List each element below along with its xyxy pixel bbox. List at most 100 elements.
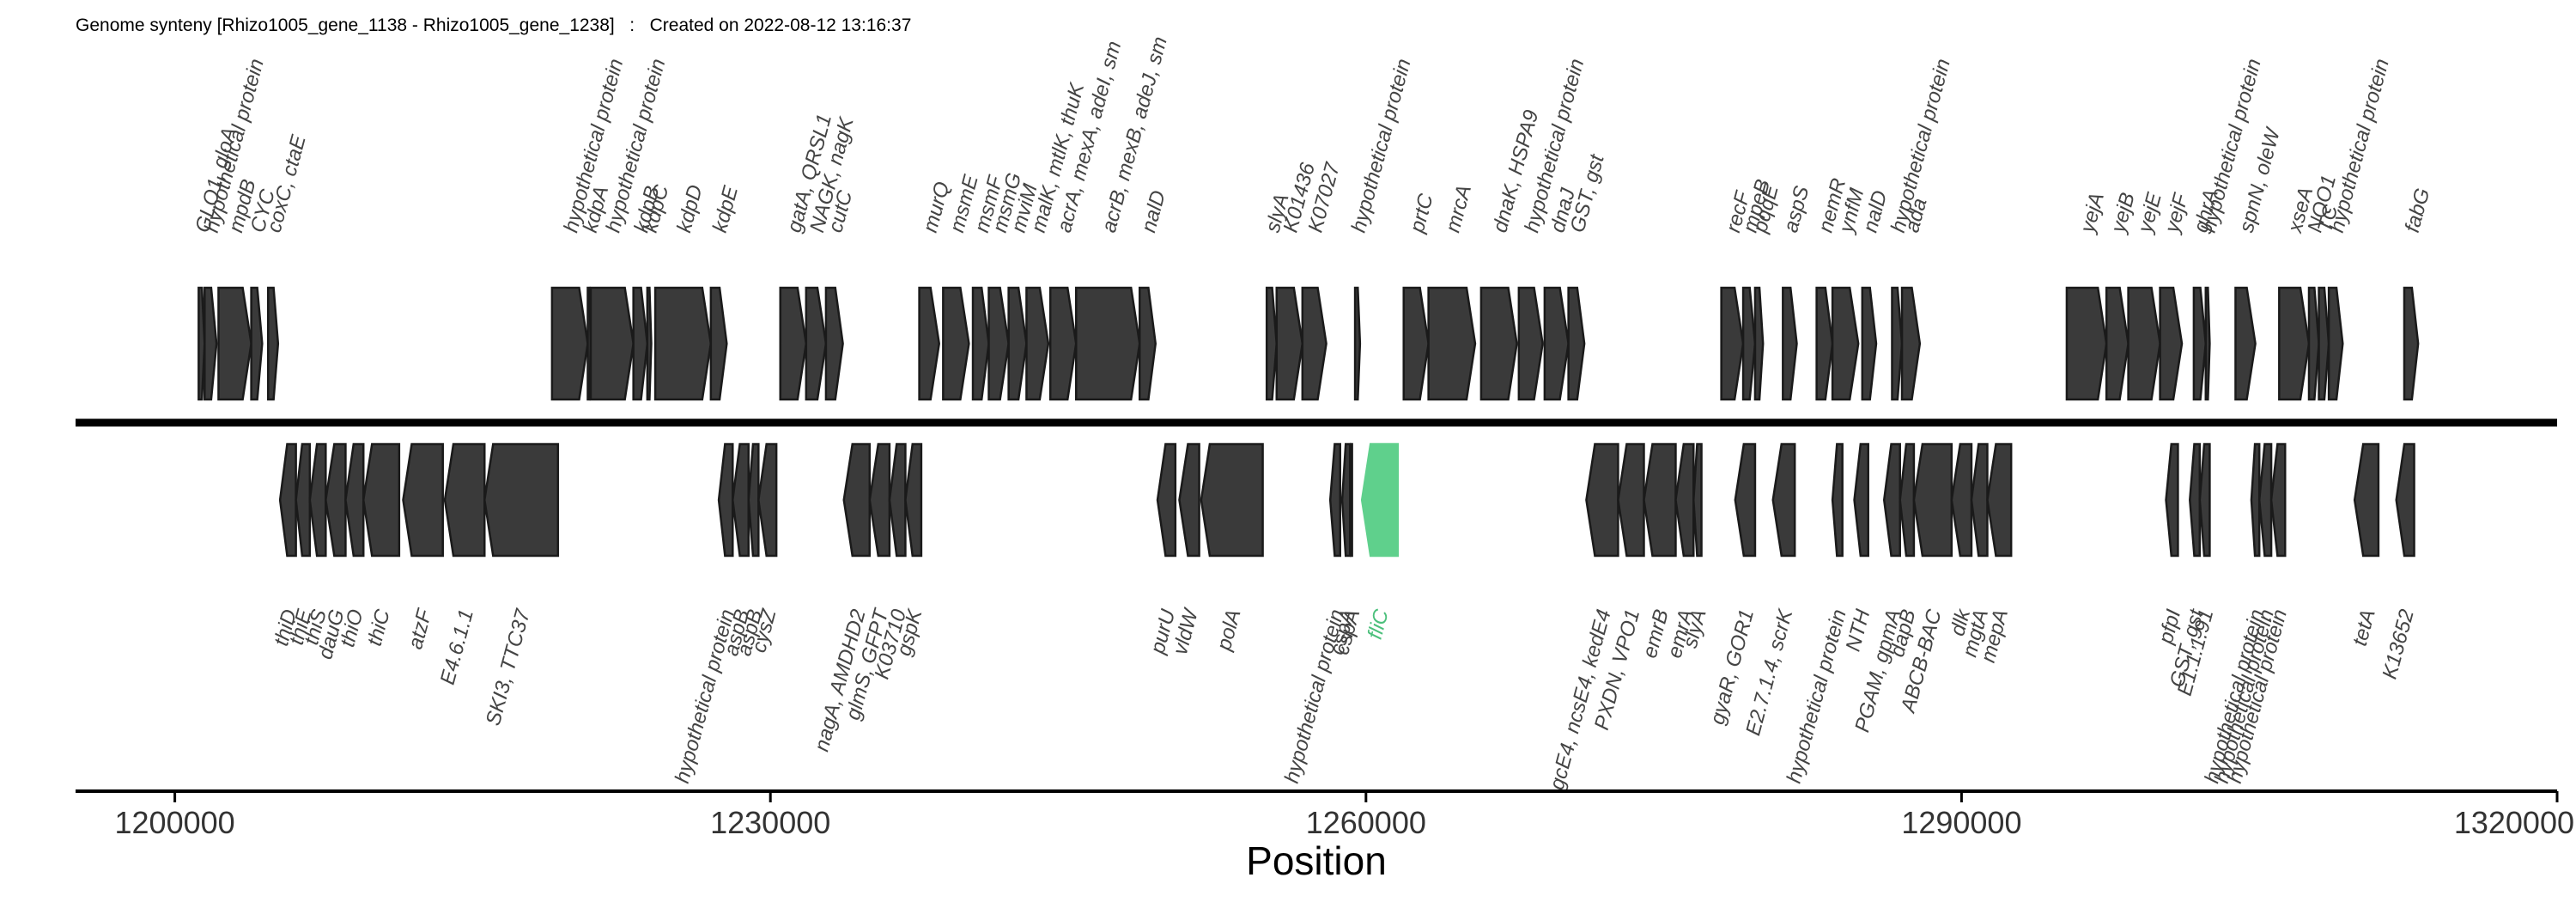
reverse-gene-label: E4.6.1.1 <box>436 607 478 687</box>
reverse-gene-arrow <box>1771 442 1796 558</box>
forward-gene-arrow <box>779 286 808 401</box>
forward-gene-arrow <box>589 286 635 401</box>
forward-gene-arrow <box>2204 286 2211 401</box>
reverse-gene-arrow <box>2353 442 2380 558</box>
reverse-gene-label: tetA <box>2348 607 2380 649</box>
reverse-gene-arrow <box>2189 442 2202 558</box>
forward-gene-label: nalD <box>1137 188 1170 235</box>
forward-gene-arrow <box>646 286 653 401</box>
forward-gene-arrow <box>1720 286 1745 401</box>
reverse-gene-arrow <box>1617 442 1645 558</box>
x-tick-label: 1290000 <box>1901 805 2021 840</box>
forward-gene-arrow <box>1074 286 1141 401</box>
forward-gene-arrow <box>1891 286 1904 401</box>
forward-gene-arrow <box>2307 286 2320 401</box>
forward-gene-arrow <box>197 286 206 401</box>
x-axis-label: Position <box>1246 838 1387 883</box>
forward-gene-arrow <box>1427 286 1477 401</box>
forward-gene-arrow <box>204 286 218 401</box>
forward-gene-arrow <box>1741 286 1757 401</box>
forward-gene-label: coxC, ctaE <box>263 132 311 235</box>
forward-gene-arrow <box>1275 286 1304 401</box>
forward-gene-label: mrcA <box>1442 182 1477 235</box>
forward-gene-label: fabG <box>2401 186 2435 235</box>
forward-gene-arrow <box>1025 286 1050 401</box>
forward-gene-label: aspS <box>1779 184 1814 235</box>
reverse-gene-arrow <box>868 442 891 558</box>
reverse-gene-arrow <box>1328 442 1341 558</box>
forward-gene-arrow <box>1861 286 1878 401</box>
forward-gene-arrow <box>2234 286 2257 401</box>
reverse-gene-arrow <box>1899 442 1916 558</box>
reverse-gene-arrow <box>842 442 872 558</box>
forward-gene-arrow <box>824 286 844 401</box>
forward-gene-arrow <box>250 286 264 401</box>
reverse-gene-arrow <box>747 442 760 558</box>
forward-gene-arrow <box>1138 286 1157 401</box>
title-text: Genome synteny [Rhizo1005_gene_1138 - Rh… <box>76 15 615 35</box>
figure-title: Genome synteny [Rhizo1005_gene_1138 - Rh… <box>76 15 911 36</box>
reverse-gene-label: thiC <box>363 606 395 649</box>
reverse-gene-arrow <box>295 442 312 558</box>
forward-gene-arrow <box>1543 286 1570 401</box>
reverse-gene-arrow <box>361 442 401 558</box>
reverse-gene-arrow <box>1643 442 1677 558</box>
forward-gene-arrow <box>805 286 828 401</box>
forward-gene-arrow <box>1815 286 1834 401</box>
reverse-gene-label: atzF <box>404 606 437 651</box>
reverse-gene-arrow <box>308 442 327 558</box>
forward-gene-arrow <box>2403 286 2420 401</box>
x-axis-ticks: 1200000 1230000 1260000 1290000 1320000 <box>115 791 2574 840</box>
reverse-gene-arrow <box>402 442 444 558</box>
forward-gene-arrow <box>1567 286 1586 401</box>
reverse-gene-label: K13652 <box>2378 607 2418 682</box>
forward-gene-arrow <box>653 286 713 401</box>
reverse-gene-arrow <box>1831 442 1844 558</box>
reverse-gene-arrow <box>757 442 778 558</box>
forward-gene-arrow <box>2105 286 2129 401</box>
forward-gene-arrow <box>1753 286 1765 401</box>
reverse-gene-arrow <box>1674 442 1695 558</box>
reverse-gene-arrow <box>2395 442 2415 558</box>
forward-gene-arrow <box>1479 286 1518 401</box>
reverse-gene-arrow <box>2257 442 2273 558</box>
reverse-gene-arrow <box>904 442 923 558</box>
forward-gene-arrow <box>2318 286 2330 401</box>
forward-gene-label: hypothetical protein <box>1347 57 1416 235</box>
reverse-gene-label: hypothetical protein <box>1783 607 1851 786</box>
forward-gene-arrow <box>987 286 1010 401</box>
reverse-gene-label: fliC <box>1364 606 1394 642</box>
forward-gene-arrow <box>1900 286 1922 401</box>
reverse-gene-arrow <box>717 442 734 558</box>
reverse-gene-arrow <box>2198 442 2211 558</box>
forward-strand-genes <box>197 286 2420 401</box>
reverse-gene-arrow <box>344 442 365 558</box>
forward-gene-arrow <box>1402 286 1430 401</box>
reverse-gene-arrow <box>2269 442 2287 558</box>
reverse-gene-arrow <box>1986 442 2013 558</box>
forward-gene-arrow <box>2159 286 2184 401</box>
forward-gene-arrow <box>2327 286 2344 401</box>
reverse-gene-arrow <box>1156 442 1177 558</box>
reverse-gene-arrow <box>1340 442 1352 558</box>
reverse-gene-arrow <box>443 442 486 558</box>
reverse-gene-arrow <box>325 442 347 558</box>
reverse-gene-arrow <box>1692 442 1703 558</box>
reverse-gene-arrow <box>1734 442 1757 558</box>
forward-gene-arrow <box>918 286 940 401</box>
forward-gene-label: kdpE <box>708 183 743 235</box>
reverse-gene-arrow <box>1200 442 1264 558</box>
forward-gene-arrow <box>217 286 252 401</box>
forward-gene-arrow <box>1301 286 1327 401</box>
forward-gene-arrow <box>2127 286 2161 401</box>
reverse-gene-arrow <box>732 442 750 558</box>
reverse-gene-arrow <box>2165 442 2179 558</box>
forward-gene-arrow <box>709 286 728 401</box>
x-tick-label: 1260000 <box>1306 805 1426 840</box>
reverse-gene-arrow <box>1950 442 1973 558</box>
reverse-gene-arrow <box>483 442 560 558</box>
